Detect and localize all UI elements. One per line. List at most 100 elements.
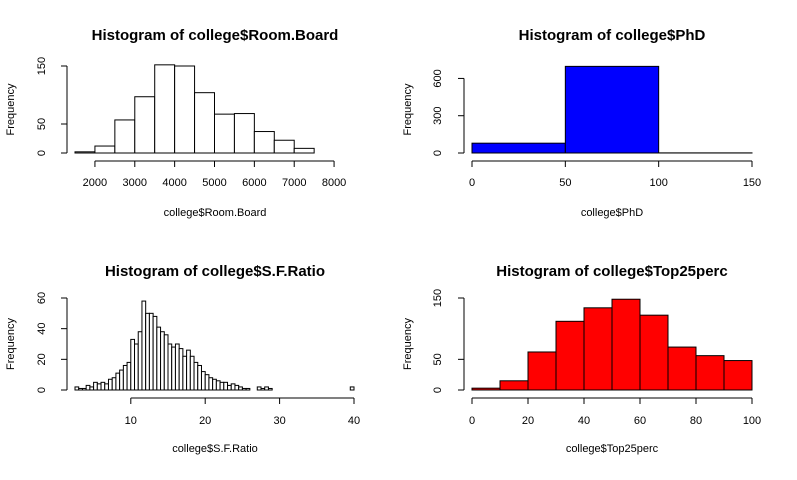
x-tick-label: 20: [199, 415, 211, 427]
chart-title: Histogram of college$PhD: [519, 27, 706, 44]
histogram-bar: [216, 381, 220, 390]
histogram-bar: [168, 344, 172, 390]
histogram-bar: [175, 66, 195, 153]
x-tick-label: 6000: [242, 177, 266, 189]
x-tick-label: 80: [690, 415, 702, 427]
histogram-bar: [153, 316, 157, 390]
histogram-bar: [224, 382, 228, 390]
histogram-bar: [268, 388, 272, 390]
x-tick-label: 150: [743, 177, 761, 189]
histogram-bar: [127, 362, 131, 390]
histogram-bar: [242, 388, 246, 390]
x-axis-label: college$Top25perc: [566, 443, 659, 455]
histogram-bar: [215, 114, 235, 153]
x-axis-label: college$Room.Board: [164, 207, 267, 219]
x-tick-label: 4000: [162, 177, 186, 189]
histogram-bar: [612, 299, 640, 390]
x-tick-label: 7000: [282, 177, 306, 189]
histogram-bar: [175, 344, 179, 390]
histogram-bar: [213, 379, 217, 390]
x-tick-label: 20: [522, 415, 534, 427]
histogram-bar: [161, 332, 165, 390]
y-tick-label: 600: [432, 69, 444, 87]
histogram-bar: [190, 356, 194, 390]
histogram-bar: [138, 332, 142, 390]
histogram-bar: [82, 388, 86, 390]
x-tick-label: 100: [649, 177, 667, 189]
histogram-bar: [75, 387, 79, 390]
y-tick-label: 0: [432, 150, 444, 156]
y-tick-label: 300: [432, 107, 444, 125]
histogram-bar: [86, 385, 90, 390]
histogram-bar: [157, 327, 161, 390]
y-tick-label: 40: [36, 323, 48, 335]
histogram-bar: [94, 382, 98, 390]
histogram-bar: [556, 321, 584, 390]
histogram-bar: [164, 335, 168, 390]
histogram-bar: [183, 356, 187, 390]
histogram-bar: [179, 349, 183, 390]
histogram-bar: [668, 347, 696, 390]
histogram-bar: [116, 373, 120, 390]
y-axis-label: Frequency: [5, 83, 17, 135]
y-tick-label: 0: [432, 387, 444, 393]
histogram-bar: [155, 65, 175, 153]
x-tick-label: 5000: [202, 177, 226, 189]
histogram-bar: [696, 356, 724, 390]
y-tick-label: 0: [36, 150, 48, 156]
histogram-bar: [528, 352, 556, 390]
histogram-bar: [246, 388, 250, 390]
y-tick-label: 150: [432, 289, 444, 307]
histogram-bar: [172, 347, 176, 390]
histogram-bar: [350, 387, 354, 390]
histogram-bar: [95, 146, 115, 153]
x-axis-label: college$S.F.Ratio: [172, 443, 258, 455]
x-axis-label: college$PhD: [581, 207, 643, 219]
histogram-bar: [90, 387, 94, 390]
histogram-bar: [194, 362, 198, 390]
histogram-bar: [198, 365, 202, 390]
x-tick-label: 40: [578, 415, 590, 427]
histogram-bar: [724, 361, 752, 390]
histogram-bar: [187, 350, 191, 390]
histogram-bar: [142, 301, 146, 390]
chart-title: Histogram of college$Top25perc: [496, 263, 727, 280]
x-tick-label: 100: [743, 415, 761, 427]
histogram-bar: [201, 372, 205, 390]
histogram-bar: [235, 385, 239, 390]
histogram-bar: [135, 97, 155, 153]
histogram-bar: [565, 66, 658, 153]
histogram-bar: [105, 384, 109, 390]
y-axis-label: Frequency: [402, 318, 414, 370]
histogram-bar: [112, 378, 116, 390]
histogram-bar: [640, 315, 668, 390]
histogram-bar: [120, 370, 124, 390]
histogram-bar: [195, 93, 215, 153]
y-tick-label: 60: [36, 292, 48, 304]
histogram-bar: [220, 382, 224, 390]
y-tick-label: 50: [432, 353, 444, 365]
histogram-bar: [294, 148, 314, 153]
x-tick-label: 10: [125, 415, 137, 427]
histogram-bar: [228, 385, 232, 390]
histogram-bar: [205, 375, 209, 390]
histogram-bar: [234, 114, 254, 153]
histogram-bar: [257, 387, 261, 390]
x-tick-label: 50: [559, 177, 571, 189]
histogram-bar: [584, 308, 612, 390]
y-tick-label: 150: [36, 57, 48, 75]
histogram-bar: [79, 388, 83, 390]
histogram-bar: [231, 384, 235, 390]
y-tick-label: 0: [36, 387, 48, 393]
histogram-bar: [472, 388, 500, 390]
histogram-bar: [261, 388, 265, 390]
histogram-bar: [108, 379, 112, 390]
y-axis-label: Frequency: [5, 318, 17, 370]
histogram-bar: [115, 120, 135, 153]
